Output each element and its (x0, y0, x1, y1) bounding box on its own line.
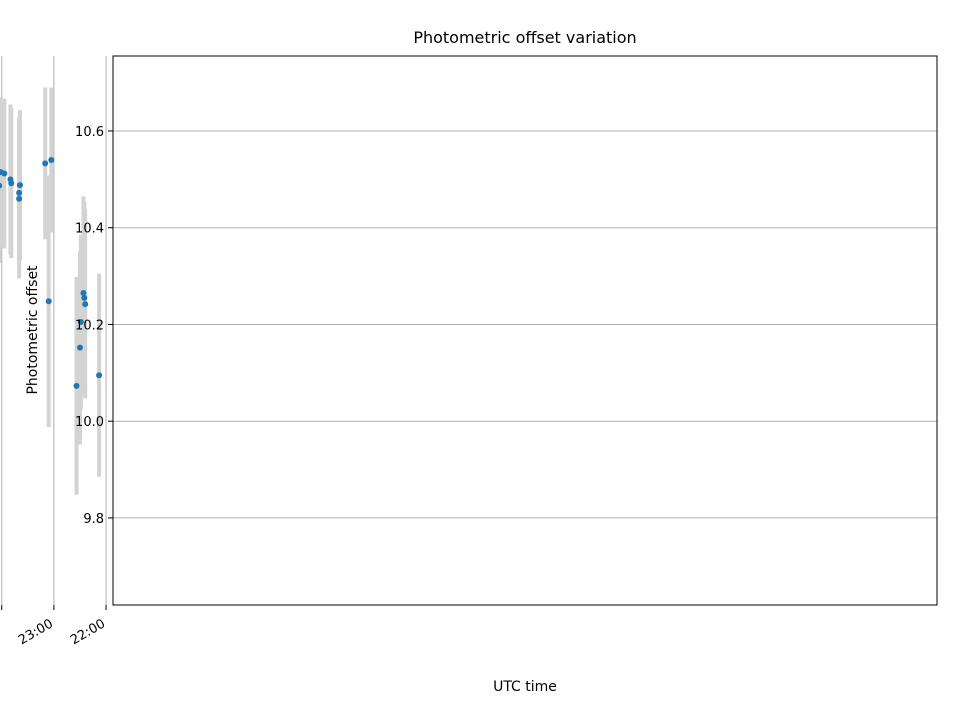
data-point (80, 290, 87, 297)
y-axis-label: Photometric offset (25, 265, 41, 395)
data-point (82, 301, 89, 308)
data-point (48, 156, 55, 163)
data-point (16, 195, 23, 202)
y-axis-ticks: 9.8 10.0 10.2 10.4 10.6 (75, 125, 113, 527)
data-point (0, 169, 4, 176)
chart-title: Photometric offset variation (413, 28, 636, 47)
x-tick-label: 00:00 (0, 616, 4, 648)
data-point (73, 382, 80, 389)
data-point (16, 182, 23, 189)
y-tick-label: 10.0 (75, 415, 104, 430)
data-point (42, 160, 49, 167)
y-tick-label: 10.2 (75, 318, 104, 333)
data-point (45, 298, 52, 305)
y-tick-label: 10.4 (75, 222, 104, 237)
x-tick-label: 22:00 (68, 616, 108, 648)
data-point (81, 294, 88, 301)
y-tick-label: 10.6 (75, 125, 104, 140)
plot-frame (112, 55, 938, 606)
x-tick-label: 23:00 (16, 616, 56, 648)
data-point (0, 182, 3, 189)
data-point (7, 176, 14, 183)
y-tick-label: 9.8 (83, 512, 104, 527)
x-axis-label: UTC time (493, 679, 557, 695)
data-point (96, 372, 103, 379)
grid (1, 56, 937, 605)
data-point (77, 319, 84, 326)
data-point (16, 189, 23, 196)
data-points (0, 156, 103, 389)
data-point (76, 344, 83, 351)
